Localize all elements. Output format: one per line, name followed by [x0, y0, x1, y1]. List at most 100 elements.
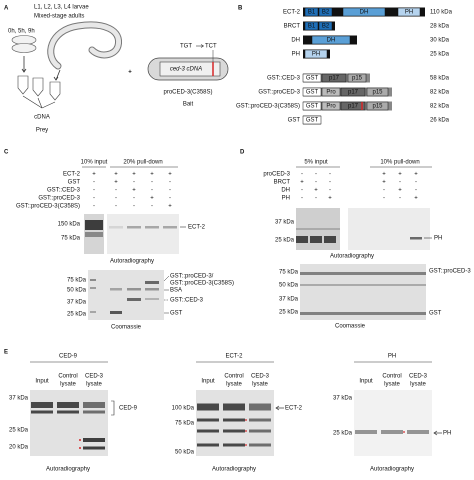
sign: -: [329, 180, 331, 186]
construct-name: ECT-2: [283, 10, 301, 16]
lane-label: lysate: [410, 382, 426, 388]
sign: -: [133, 180, 135, 186]
band: [110, 288, 122, 291]
arrow-head: [53, 76, 59, 81]
sign: -: [93, 188, 95, 194]
construct-text: proCED-3(C358S): [163, 90, 212, 96]
domain: [321, 87, 341, 97]
domain-label: Pro: [326, 90, 336, 96]
sign: -: [169, 196, 171, 202]
insert-text: ced-3 cDNA: [170, 67, 202, 73]
domain: [311, 35, 351, 45]
construct-name: DH: [291, 38, 300, 44]
marker-label: 150 kDa: [58, 222, 81, 228]
row-label: GST::proCED-3: [38, 196, 80, 202]
band: [300, 284, 426, 286]
sign: -: [315, 172, 317, 178]
panel-label: C: [4, 150, 9, 156]
marker-label: 25 kDa: [279, 310, 299, 316]
band: [300, 272, 426, 275]
domain: [342, 7, 386, 17]
band: [249, 429, 271, 433]
band-label: CED-9: [119, 406, 138, 412]
lane-label: Control: [382, 374, 401, 380]
marker-label: 75 kDa: [67, 278, 87, 284]
sign: -: [133, 196, 135, 202]
sign: +: [168, 204, 172, 210]
row-label: DH: [281, 188, 290, 194]
domain-label: B2: [322, 24, 330, 30]
band: [127, 288, 141, 291]
domain-label: p17: [348, 90, 359, 96]
band: [83, 438, 105, 442]
construct-size: 58 kDa: [430, 76, 450, 82]
domain: [366, 101, 389, 111]
codon-text: TCT: [205, 44, 217, 50]
insert: [159, 61, 221, 77]
gel-caption: Coomassie: [111, 325, 142, 331]
domain: [304, 7, 319, 17]
domain-label: DH: [327, 38, 336, 44]
panel-label: D: [240, 150, 245, 156]
row-label: GST::proCED-3(C358S): [16, 204, 80, 210]
gel-caption: Autoradiography: [370, 467, 414, 473]
row-label: proCED-3: [263, 172, 290, 178]
arrow: [22, 95, 43, 109]
sign: -: [329, 188, 331, 194]
arrow: [41, 101, 56, 109]
band: [85, 232, 103, 237]
domain: [318, 7, 333, 17]
domain: [340, 87, 366, 97]
sign: +: [168, 172, 172, 178]
marker-label: 37 kDa: [333, 396, 353, 402]
panel-label: B: [238, 6, 243, 12]
sign: -: [315, 180, 317, 186]
sign: -: [151, 188, 153, 194]
band: [223, 443, 245, 447]
band: [31, 410, 53, 414]
band-label: GST::CED-3: [170, 298, 204, 304]
sign: -: [115, 188, 117, 194]
sign: -: [133, 204, 135, 210]
bait-text: Bait: [183, 102, 194, 108]
band: [249, 418, 271, 422]
sign: -: [399, 196, 401, 202]
group-header: 10% input: [81, 160, 108, 166]
panel-label: A: [4, 6, 9, 12]
band: [127, 298, 141, 301]
band-label: PH: [434, 236, 442, 242]
band: [249, 443, 271, 447]
domain: [302, 101, 322, 111]
marker-label: 100 kDa: [172, 406, 195, 412]
marker-label: 20 kDa: [9, 445, 29, 451]
sign: -: [151, 180, 153, 186]
domain: [397, 7, 421, 17]
lane-label: lysate: [86, 382, 102, 388]
band: [223, 418, 245, 422]
band: [145, 226, 159, 229]
marker-label: 25 kDa: [9, 428, 29, 434]
band: [145, 298, 159, 300]
lane-label: CED-3: [251, 374, 270, 380]
marker-label: 37 kDa: [9, 396, 29, 402]
sign: +: [398, 188, 402, 194]
domain-label: GST: [306, 90, 319, 96]
construct-size: 28 kDa: [430, 24, 450, 30]
domain-label: GST: [306, 118, 319, 124]
sign: +: [114, 172, 118, 178]
gel-caption: Autoradiography: [330, 254, 374, 260]
sign: -: [329, 172, 331, 178]
plus-sign: +: [128, 70, 132, 76]
row-label: GST: [68, 180, 81, 186]
sign: -: [93, 196, 95, 202]
arrow: [37, 97, 43, 109]
band: [197, 443, 219, 447]
lane-label: lysate: [226, 382, 242, 388]
lane-label: Input: [201, 379, 215, 385]
marker-label: 75 kDa: [61, 236, 81, 242]
row-label: GST::CED-3: [47, 188, 81, 194]
construct-size: 82 kDa: [430, 90, 450, 96]
domain: [321, 73, 347, 83]
sign: -: [115, 204, 117, 210]
row-label: BRCT: [274, 180, 291, 186]
